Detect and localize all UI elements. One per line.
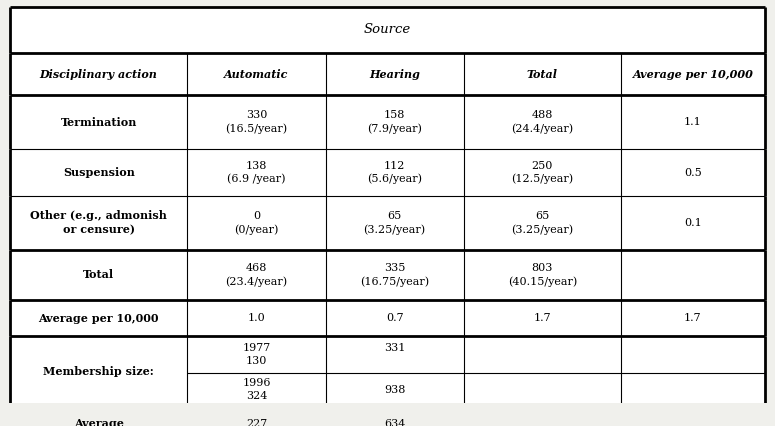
Text: 938: 938 bbox=[384, 385, 405, 395]
Text: Membership size:: Membership size: bbox=[43, 366, 154, 377]
Text: 138
(6.9 /year): 138 (6.9 /year) bbox=[227, 161, 286, 184]
Text: Hearing: Hearing bbox=[369, 69, 420, 80]
Text: 331: 331 bbox=[384, 343, 405, 366]
Text: Other (e.g., admonish
or censure): Other (e.g., admonish or censure) bbox=[30, 210, 167, 235]
Text: 1.7: 1.7 bbox=[684, 313, 701, 323]
Text: 1.7: 1.7 bbox=[533, 313, 551, 323]
Text: 1996
324: 1996 324 bbox=[243, 378, 270, 401]
Text: Automatic: Automatic bbox=[224, 69, 288, 80]
Text: 468
(23.4/year): 468 (23.4/year) bbox=[226, 263, 288, 287]
Text: 158
(7.9/year): 158 (7.9/year) bbox=[367, 110, 422, 134]
Text: Termination: Termination bbox=[60, 117, 137, 128]
Text: 0.7: 0.7 bbox=[386, 313, 404, 323]
Text: 330
(16.5/year): 330 (16.5/year) bbox=[226, 110, 288, 134]
Text: 65
(3.25/year): 65 (3.25/year) bbox=[363, 211, 425, 235]
Text: 0.5: 0.5 bbox=[684, 167, 702, 178]
Text: Total: Total bbox=[527, 69, 558, 80]
Text: Suspension: Suspension bbox=[63, 167, 135, 178]
Text: 1.1: 1.1 bbox=[684, 117, 702, 127]
Text: 634: 634 bbox=[384, 419, 405, 426]
Text: 488
(24.4/year): 488 (24.4/year) bbox=[512, 110, 574, 134]
Text: 112
(5.6/year): 112 (5.6/year) bbox=[367, 161, 422, 184]
Text: 335
(16.75/year): 335 (16.75/year) bbox=[360, 263, 429, 287]
Text: Total: Total bbox=[83, 270, 114, 280]
Text: Average per 10,000: Average per 10,000 bbox=[632, 69, 753, 80]
Text: 1.0: 1.0 bbox=[248, 313, 265, 323]
Text: 803
(40.15/year): 803 (40.15/year) bbox=[508, 263, 577, 287]
Text: 65
(3.25/year): 65 (3.25/year) bbox=[512, 211, 574, 235]
Text: Average: Average bbox=[74, 418, 124, 426]
Text: Average per 10,000: Average per 10,000 bbox=[39, 313, 159, 324]
Text: 0.1: 0.1 bbox=[684, 218, 702, 228]
Text: Source: Source bbox=[364, 23, 411, 36]
Text: 227: 227 bbox=[246, 419, 267, 426]
Text: 0
(0/year): 0 (0/year) bbox=[234, 211, 279, 235]
Text: Disciplinary action: Disciplinary action bbox=[40, 69, 157, 80]
Text: 1977
130: 1977 130 bbox=[243, 343, 270, 366]
Text: 250
(12.5/year): 250 (12.5/year) bbox=[512, 161, 574, 184]
